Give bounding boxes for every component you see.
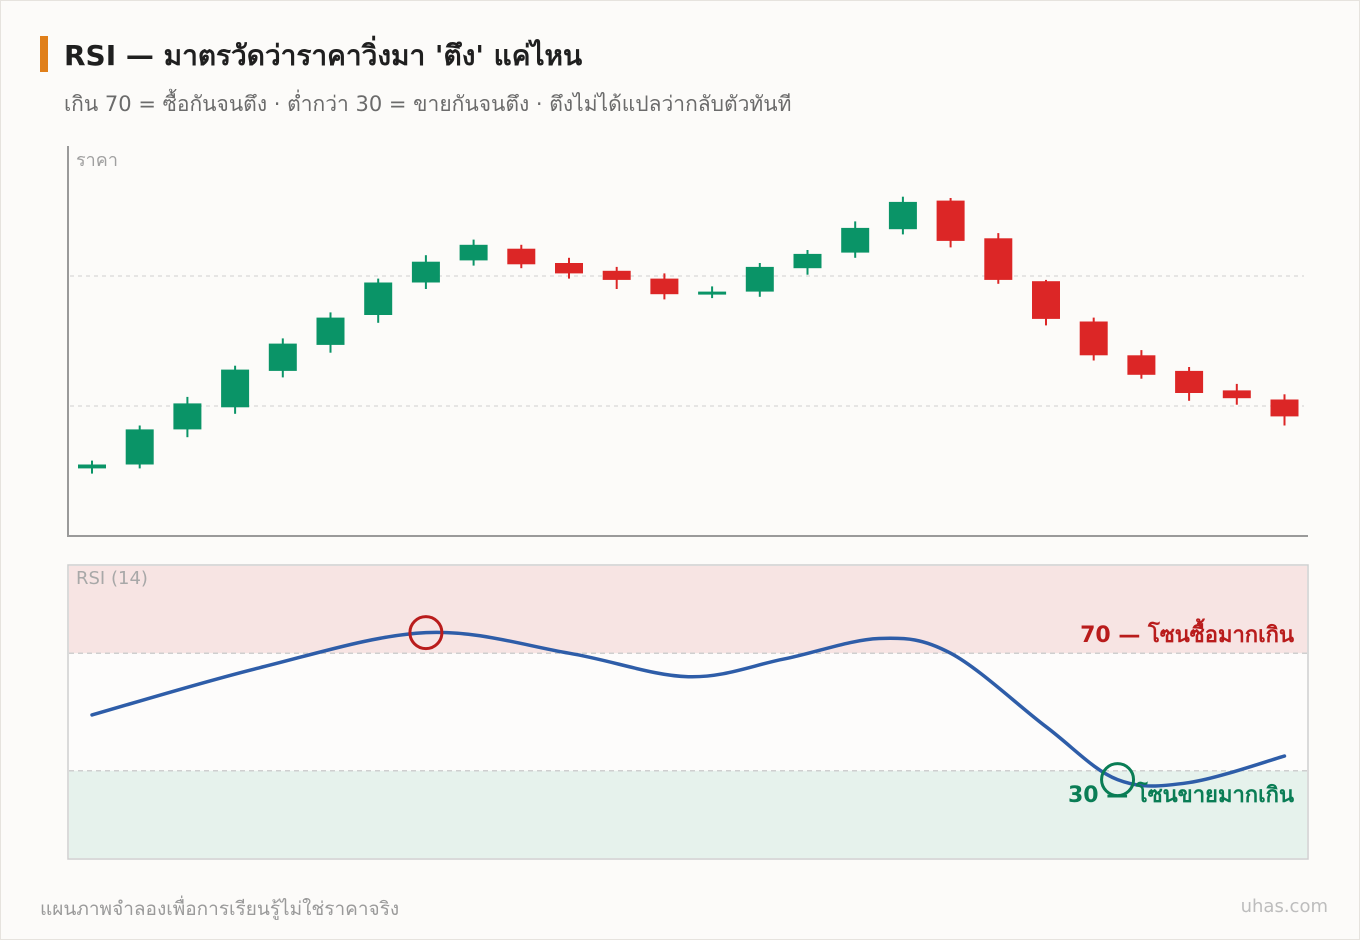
candle xyxy=(602,266,631,289)
candle xyxy=(221,365,250,414)
candle-body xyxy=(1222,390,1251,399)
overbought-marker xyxy=(408,615,444,651)
candle-body xyxy=(78,464,106,469)
candle xyxy=(841,221,870,258)
candle xyxy=(125,425,154,469)
overbought-zone-label: 70 — โซนซื้อมากเกิน xyxy=(1080,618,1294,648)
rsi-line xyxy=(90,630,1287,788)
rsi-axis-label: RSI (14) xyxy=(76,568,148,589)
candle-body xyxy=(268,343,297,371)
candle-body xyxy=(364,282,393,315)
candle-body xyxy=(125,429,154,465)
candle-body xyxy=(936,200,965,241)
price-grid xyxy=(70,275,1304,407)
candle-body xyxy=(507,248,536,265)
candles xyxy=(78,196,1299,474)
candle-body xyxy=(1032,281,1060,319)
candle xyxy=(936,198,965,248)
price-axis-label: ราคา xyxy=(76,150,118,171)
candle xyxy=(268,338,297,378)
candle xyxy=(1222,383,1251,405)
candle-body xyxy=(1079,321,1108,356)
overbought-zone xyxy=(69,566,1307,654)
oversold-zone-label: 30 — โซนขายมากเกิน xyxy=(1068,781,1294,808)
page-title: RSI — มาตรวัดว่าราคาวิ่งมา 'ตึง' แค่ไหน xyxy=(64,39,583,72)
candle xyxy=(1032,279,1060,326)
oversold-marker xyxy=(1100,762,1136,798)
candle-body xyxy=(984,238,1013,280)
candle-body xyxy=(841,227,870,253)
candle xyxy=(555,257,583,279)
candle-body xyxy=(745,266,774,292)
candle xyxy=(1270,394,1299,426)
candle-body xyxy=(173,403,202,430)
candle xyxy=(698,286,727,299)
candle-body xyxy=(316,317,345,345)
candle xyxy=(1175,367,1204,401)
candle xyxy=(459,239,488,266)
rsi-panel: RSI (14) 70 — โซนซื้อมากเกิน 30 — โซนขาย… xyxy=(67,564,1309,860)
candle xyxy=(316,312,345,353)
candle xyxy=(650,273,679,300)
candle xyxy=(1079,317,1108,361)
candle xyxy=(984,233,1013,284)
candle-body xyxy=(459,244,488,261)
candle-body xyxy=(698,291,727,295)
candle xyxy=(1127,350,1156,379)
candle-body xyxy=(650,278,679,295)
candle-body xyxy=(1175,370,1204,393)
title-accent-bar xyxy=(40,36,48,72)
footer-brand[interactable]: uhas.com xyxy=(1240,896,1328,917)
candle xyxy=(507,244,536,269)
candle xyxy=(411,255,440,289)
candle xyxy=(364,278,393,323)
candle-body xyxy=(602,270,631,280)
candle xyxy=(78,460,106,474)
candle-body xyxy=(555,263,583,274)
price-panel: ราคา xyxy=(67,146,1308,537)
oversold-zone xyxy=(69,770,1307,858)
candle-body xyxy=(221,369,250,408)
footer-note: แผนภาพจำลองเพื่อการเรียนรู้ไม่ใช่ราคาจริ… xyxy=(40,898,400,920)
candle xyxy=(793,250,822,275)
candle-body xyxy=(1270,399,1299,417)
candle xyxy=(745,263,774,297)
candle xyxy=(888,196,917,235)
candle xyxy=(173,396,202,438)
candle-body xyxy=(793,253,822,269)
candle-body xyxy=(411,261,440,283)
candle-body xyxy=(888,201,917,230)
candle-body xyxy=(1127,355,1156,375)
page-subtitle: เกิน 70 = ซื้อกันจนตึง · ต่ำกว่า 30 = ขา… xyxy=(64,92,792,116)
